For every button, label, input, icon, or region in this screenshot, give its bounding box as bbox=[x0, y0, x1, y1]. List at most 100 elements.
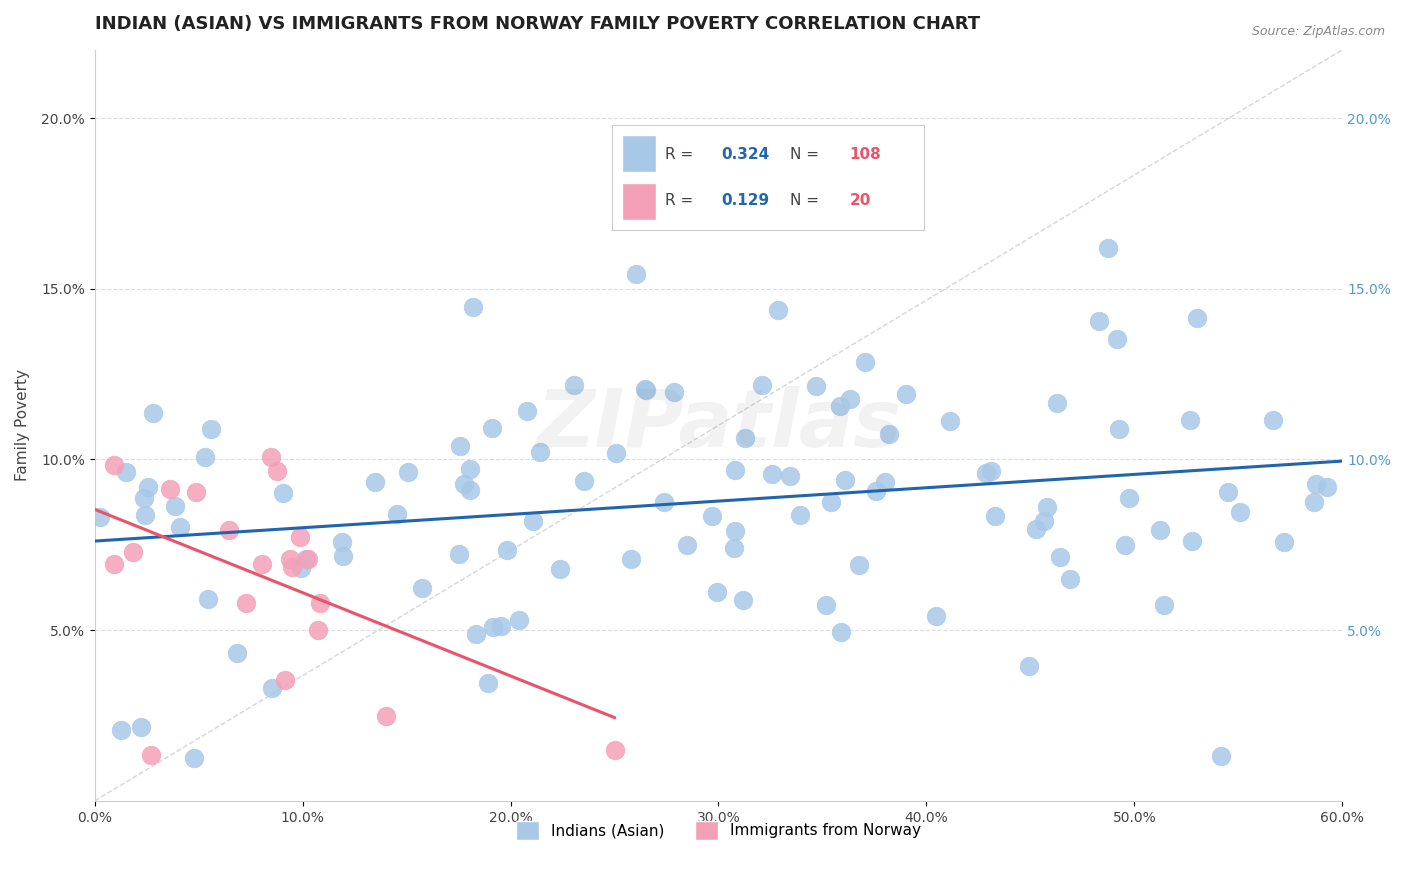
Point bbox=[550, 562, 572, 576]
Point bbox=[605, 446, 627, 460]
Point bbox=[865, 483, 887, 498]
Point bbox=[734, 431, 756, 445]
Point bbox=[820, 495, 842, 509]
Point bbox=[522, 514, 544, 528]
Point bbox=[332, 549, 354, 563]
Point bbox=[374, 708, 396, 723]
Point bbox=[877, 427, 900, 442]
Point bbox=[938, 414, 960, 428]
Point bbox=[1036, 500, 1059, 515]
Point bbox=[481, 421, 503, 435]
Point bbox=[115, 465, 138, 479]
Point bbox=[1181, 533, 1204, 548]
Text: INDIAN (ASIAN) VS IMMIGRANTS FROM NORWAY FAMILY POVERTY CORRELATION CHART: INDIAN (ASIAN) VS IMMIGRANTS FROM NORWAY… bbox=[94, 15, 980, 33]
Point bbox=[508, 613, 530, 627]
Point bbox=[447, 547, 470, 561]
Point bbox=[385, 507, 408, 521]
Point bbox=[200, 422, 222, 436]
Point bbox=[619, 552, 641, 566]
Point bbox=[330, 535, 353, 549]
Point bbox=[562, 377, 585, 392]
Y-axis label: Family Poverty: Family Poverty bbox=[15, 369, 30, 482]
Point bbox=[804, 379, 827, 393]
Point bbox=[974, 466, 997, 480]
Point bbox=[1305, 477, 1327, 491]
Point bbox=[875, 475, 897, 489]
Point bbox=[1105, 332, 1128, 346]
Point bbox=[1097, 242, 1119, 256]
Point bbox=[529, 445, 551, 459]
Point bbox=[839, 392, 862, 406]
Point bbox=[894, 386, 917, 401]
Point bbox=[1302, 495, 1324, 509]
Point bbox=[1272, 535, 1295, 549]
Point bbox=[1114, 538, 1136, 552]
Point bbox=[664, 384, 686, 399]
Point bbox=[828, 399, 851, 413]
Point bbox=[274, 673, 297, 687]
Point bbox=[1316, 479, 1339, 493]
Point bbox=[134, 508, 156, 523]
Point bbox=[89, 509, 111, 524]
Point bbox=[1118, 491, 1140, 505]
Point bbox=[634, 384, 657, 398]
Point bbox=[830, 624, 852, 639]
Point bbox=[449, 439, 471, 453]
Text: Source: ZipAtlas.com: Source: ZipAtlas.com bbox=[1251, 25, 1385, 38]
Point bbox=[163, 499, 186, 513]
Point bbox=[1149, 523, 1171, 537]
Point bbox=[723, 541, 745, 555]
Point bbox=[516, 404, 538, 418]
Point bbox=[724, 463, 747, 477]
Point bbox=[458, 483, 481, 498]
Point bbox=[1229, 505, 1251, 519]
Point bbox=[122, 545, 145, 559]
Point bbox=[834, 473, 856, 487]
Point bbox=[489, 618, 512, 632]
Point bbox=[453, 477, 475, 491]
Point bbox=[789, 508, 811, 523]
Point bbox=[477, 675, 499, 690]
Point bbox=[141, 748, 163, 763]
Point bbox=[1209, 748, 1232, 763]
Point bbox=[225, 646, 247, 660]
Text: ZIPatlas: ZIPatlas bbox=[536, 386, 901, 465]
Point bbox=[676, 538, 699, 552]
Point bbox=[1187, 311, 1209, 326]
Point bbox=[984, 508, 1007, 523]
Point bbox=[411, 581, 433, 595]
Point bbox=[103, 557, 125, 571]
Point bbox=[766, 303, 789, 318]
Point bbox=[1108, 422, 1130, 436]
Point bbox=[281, 560, 304, 574]
Point bbox=[252, 557, 274, 571]
Point bbox=[461, 301, 484, 315]
Point bbox=[458, 462, 481, 476]
Point bbox=[779, 468, 801, 483]
Point bbox=[194, 450, 217, 464]
Point bbox=[183, 750, 205, 764]
Point bbox=[706, 585, 728, 599]
Point bbox=[751, 377, 773, 392]
Point bbox=[633, 382, 655, 396]
Point bbox=[482, 620, 505, 634]
Point bbox=[1018, 658, 1040, 673]
Point bbox=[1059, 572, 1081, 586]
Point bbox=[307, 623, 329, 637]
Legend: Indians (Asian), Immigrants from Norway: Indians (Asian), Immigrants from Norway bbox=[510, 815, 927, 846]
Point bbox=[1032, 514, 1054, 528]
Point bbox=[980, 464, 1002, 478]
Point bbox=[724, 524, 747, 538]
Point bbox=[1180, 413, 1202, 427]
Point bbox=[496, 542, 519, 557]
Point bbox=[280, 552, 302, 566]
Point bbox=[129, 720, 152, 734]
Point bbox=[266, 464, 288, 478]
Point bbox=[652, 495, 675, 509]
Point bbox=[297, 552, 319, 566]
Point bbox=[1088, 313, 1111, 327]
Point bbox=[259, 450, 281, 464]
Point bbox=[814, 598, 837, 612]
Point bbox=[1025, 522, 1047, 536]
Point bbox=[262, 681, 284, 695]
